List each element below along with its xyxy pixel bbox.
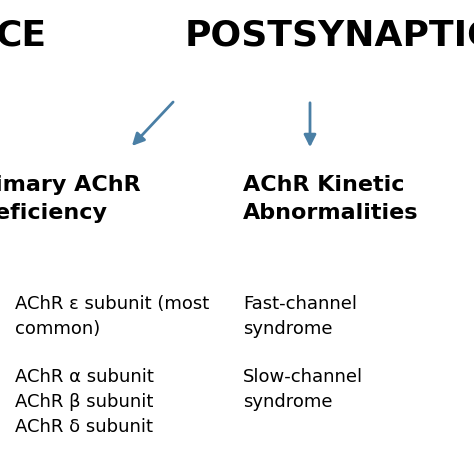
Text: AChR Kinetic
Abnormalities: AChR Kinetic Abnormalities: [243, 175, 419, 223]
Text: Fast-channel
syndrome: Fast-channel syndrome: [243, 295, 357, 338]
Text: POSTSYNAPTIC: POSTSYNAPTIC: [185, 18, 474, 52]
Text: imary AChR
eficiency: imary AChR eficiency: [0, 175, 141, 223]
Text: CE: CE: [0, 18, 46, 52]
Text: Slow-channel
syndrome: Slow-channel syndrome: [243, 368, 363, 411]
Text: AChR α subunit
AChR β subunit
AChR δ subunit: AChR α subunit AChR β subunit AChR δ sub…: [15, 368, 154, 436]
Text: AChR ε subunit (most
common): AChR ε subunit (most common): [15, 295, 209, 338]
